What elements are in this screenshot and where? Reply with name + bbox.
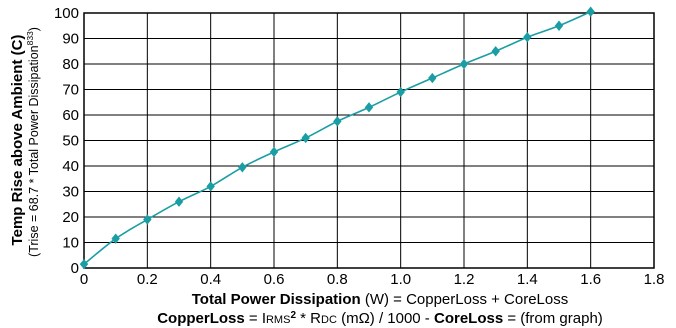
y-tick-label: 20 <box>62 209 79 226</box>
formula-part-4: = (from graph) <box>503 310 603 327</box>
data-point-marker <box>111 233 120 244</box>
x-tick-label: 1.6 <box>580 271 601 288</box>
series-markers <box>79 6 595 270</box>
x-tick-label: 0 <box>80 271 88 288</box>
x-tick-label: 1.0 <box>390 271 411 288</box>
data-point-marker <box>238 162 247 173</box>
y-tick-label: 80 <box>62 56 79 73</box>
data-point-marker <box>269 146 279 158</box>
data-point-marker <box>459 58 469 70</box>
y-tick-label: 40 <box>62 158 79 175</box>
x-tick-label: 0.2 <box>137 271 158 288</box>
formula-rms: RMS <box>266 314 290 326</box>
data-point-marker <box>491 46 500 57</box>
x-tick-labels: 0 0.2 0.4 0.6 0.8 1.0 1.2 1.4 1.6 1.8 <box>80 271 665 288</box>
x-tick-label: 1.2 <box>454 271 475 288</box>
formula-part-3: (mΩ) / 1000 - <box>337 310 434 327</box>
plot-frame <box>83 12 655 269</box>
data-point-marker <box>301 132 310 144</box>
y-axis-label: Temp Rise above Ambient (C) <box>9 35 26 246</box>
formula-exponent: 2 <box>290 310 296 321</box>
x-tick-label: 0.8 <box>327 271 348 288</box>
x-tick-label: 0.6 <box>264 271 285 288</box>
y-tick-label: 60 <box>62 107 79 124</box>
y-sublabel-suffix: ) <box>27 27 41 31</box>
data-point-marker <box>174 196 184 207</box>
x-label-bold: Total Power Dissipation <box>192 291 361 308</box>
y-tick-labels: 0 10 20 30 40 50 60 70 80 90 100 <box>54 5 79 277</box>
data-point-marker <box>79 258 89 270</box>
data-point-marker <box>364 102 374 113</box>
data-point-marker <box>396 86 405 98</box>
formula-part-1: = I <box>245 310 266 327</box>
grid <box>83 12 655 269</box>
data-point-marker <box>206 181 215 192</box>
x-label-rest: (W) = CopperLoss + CoreLoss <box>361 291 569 308</box>
y-tick-label: 30 <box>62 184 79 201</box>
data-point-marker <box>554 20 564 31</box>
y-tick-label: 10 <box>62 235 79 252</box>
data-point-marker <box>523 32 532 43</box>
data-point-marker <box>333 116 342 127</box>
x-tick-label: 0.4 <box>200 271 221 288</box>
x-tick-label: 1.4 <box>517 271 538 288</box>
x-axis-label-line2: CopperLoss = IRMS2 * RDC (mΩ) / 1000 - C… <box>157 310 603 327</box>
y-axis-label-main: Temp Rise above Ambient (C) <box>9 35 26 246</box>
coreloss-label: CoreLoss <box>434 310 503 327</box>
x-axis-label-line1: Total Power Dissipation (W) = CopperLoss… <box>192 291 569 308</box>
y-axis-sublabel-text: (Trise = 68.7 * Total Power Dissipation8… <box>25 27 41 257</box>
formula-part-2: * R <box>296 310 321 327</box>
y-tick-label: 50 <box>62 133 79 150</box>
data-point-marker <box>428 72 437 84</box>
copperloss-label: CopperLoss <box>157 310 245 327</box>
y-tick-label: 70 <box>62 82 79 99</box>
y-sublabel-exponent: 833 <box>25 31 35 45</box>
y-sublabel-prefix: (Trise = 68.7 * Total Power Dissipation <box>27 45 41 257</box>
data-point-marker <box>143 214 152 225</box>
y-tick-label: 100 <box>54 5 79 22</box>
x-tick-label: 1.8 <box>644 271 665 288</box>
formula-dc: DC <box>321 314 337 326</box>
data-point-marker <box>586 6 595 17</box>
y-tick-label: 0 <box>71 260 79 277</box>
y-axis-sublabel: (Trise = 68.7 * Total Power Dissipation8… <box>25 27 41 257</box>
y-tick-label: 90 <box>62 31 79 48</box>
